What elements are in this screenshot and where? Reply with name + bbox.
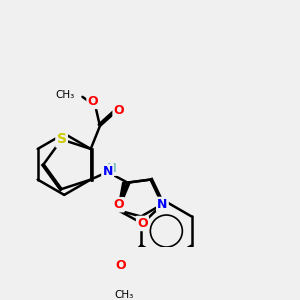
Text: O: O xyxy=(137,217,148,230)
Text: N: N xyxy=(102,165,113,178)
Text: H: H xyxy=(107,162,117,175)
Text: O: O xyxy=(114,104,124,117)
Text: CH₃: CH₃ xyxy=(115,290,134,300)
Text: O: O xyxy=(88,95,98,108)
Text: CH₃: CH₃ xyxy=(56,90,75,100)
Text: O: O xyxy=(116,259,126,272)
Text: O: O xyxy=(113,198,124,211)
Text: S: S xyxy=(57,133,67,146)
Text: N: N xyxy=(157,198,168,211)
